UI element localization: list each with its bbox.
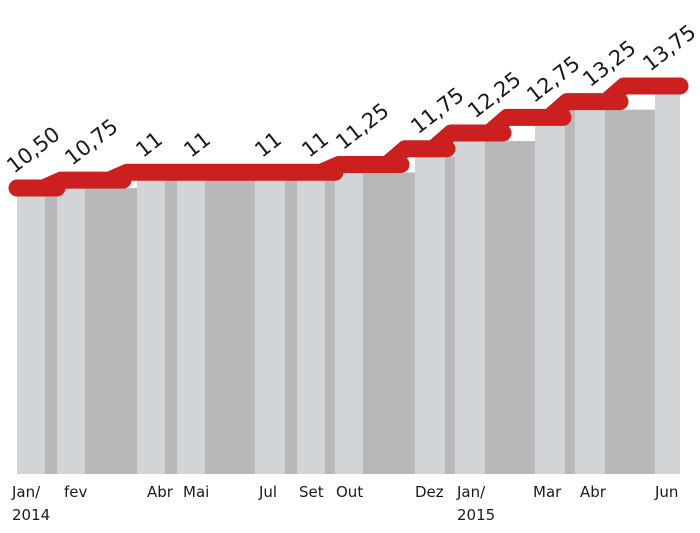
value-label: 13,75: [638, 20, 700, 76]
dark-band: [363, 172, 415, 474]
x-tick-year-label: 2015: [457, 506, 495, 524]
x-axis-labels: Jan/2014 fev Abr Mai Jul Set Out Dez Jan/2015 Mar…: [11, 483, 678, 524]
x-tick-label: Abr: [147, 483, 174, 501]
light-band: [655, 93, 680, 474]
dark-band: [45, 196, 57, 474]
rate-step-line: [8, 77, 689, 197]
light-band: [255, 180, 285, 475]
dark-band: [165, 180, 177, 475]
x-tick-label: fev: [64, 483, 88, 501]
dark-band: [325, 180, 335, 475]
x-tick-label: Abr: [580, 483, 607, 501]
dark-band: [85, 188, 137, 474]
value-label: 11: [297, 127, 333, 162]
light-band: [335, 172, 363, 474]
value-label: 11: [131, 127, 167, 162]
dark-band: [445, 156, 455, 474]
x-tick-label: Dez: [415, 483, 444, 501]
light-band: [455, 141, 485, 475]
x-tick-label: Mar: [533, 483, 562, 501]
x-tick-label: Set: [299, 483, 324, 501]
x-tick-label: Jan/: [456, 483, 486, 501]
value-label: 10,50: [2, 122, 64, 178]
light-band: [575, 109, 605, 475]
x-tick-label: Jan/: [11, 483, 41, 501]
value-label: 11,25: [331, 98, 393, 154]
dark-band: [565, 109, 575, 475]
x-tick-year-label: 2014: [12, 506, 50, 524]
dark-band: [605, 109, 655, 475]
x-tick-label: Mai: [183, 483, 209, 501]
dark-band: [485, 141, 535, 475]
value-label: 11: [250, 127, 286, 162]
x-tick-label: Jun: [654, 483, 678, 501]
light-band: [177, 180, 205, 475]
value-label: 10,75: [60, 114, 122, 170]
light-band: [297, 180, 325, 475]
light-band: [17, 196, 45, 474]
light-band: [535, 125, 565, 474]
dark-band: [285, 180, 297, 475]
dark-band: [205, 180, 255, 475]
chart-area-bands: [17, 93, 680, 475]
x-tick-label: Out: [336, 483, 363, 501]
rate-series-line: [8, 77, 689, 197]
light-band: [415, 156, 445, 474]
x-tick-label: Jul: [258, 483, 277, 501]
light-band: [137, 180, 165, 475]
light-band: [57, 188, 85, 474]
value-label: 11: [179, 127, 215, 162]
